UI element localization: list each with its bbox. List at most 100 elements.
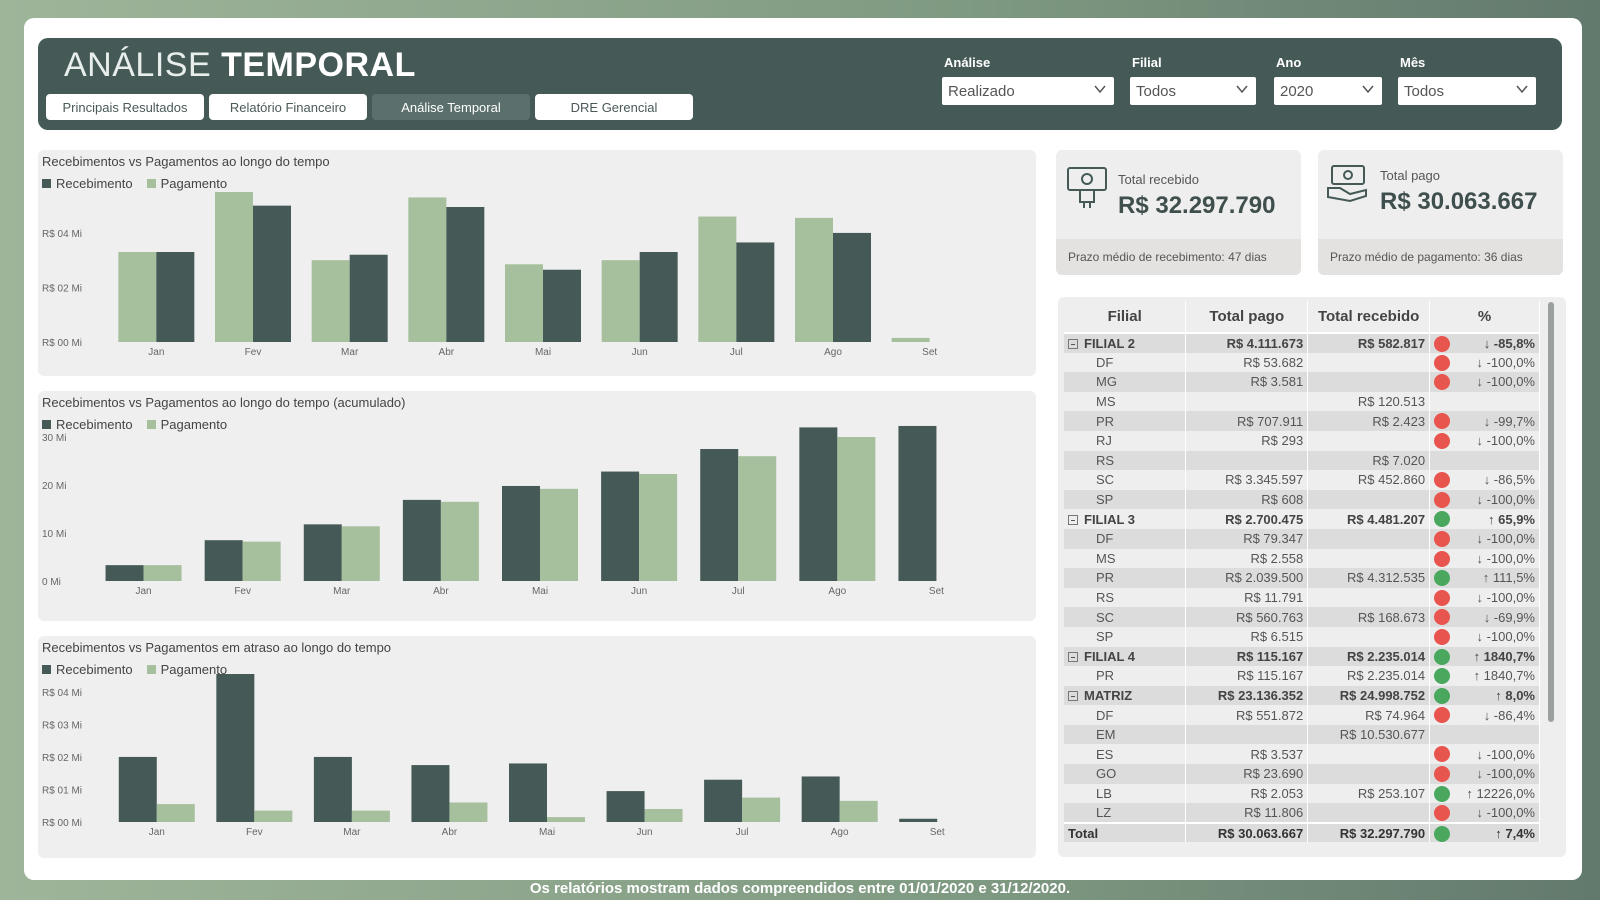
table-row[interactable]: DF R$ 551.872 R$ 74.964 ↓ -86,4% (1064, 705, 1540, 725)
bar-recebimento-jul[interactable] (700, 449, 739, 581)
table-row[interactable]: DF R$ 79.347 ↓ -100,0% (1064, 528, 1540, 549)
bar-pagamento-fev[interactable] (254, 810, 293, 822)
bar-pagamento-mai[interactable] (505, 264, 543, 342)
collapse-icon[interactable] (1068, 338, 1078, 349)
bar-recebimento-abr[interactable] (446, 207, 485, 342)
bar-recebimento-fev[interactable] (253, 205, 291, 342)
table-row[interactable]: SC R$ 3.345.597 R$ 452.860 ↓ -86,5% (1064, 470, 1540, 490)
bar-recebimento-mar[interactable] (303, 524, 342, 581)
tab-dre-gerencial[interactable]: DRE Gerencial (535, 94, 693, 120)
table-row[interactable]: FILIAL 3 R$ 2.700.475 R$ 4.481.207 ↑ 65,9% (1064, 509, 1540, 529)
legend-item-recebimento[interactable]: Recebimento (42, 662, 133, 677)
bar-recebimento-jan[interactable] (105, 565, 144, 581)
bar-recebimento-mai[interactable] (543, 269, 581, 342)
bar-pagamento-jul[interactable] (738, 456, 777, 581)
bar-pagamento-mar[interactable] (351, 810, 390, 822)
bar-recebimento-mar[interactable] (349, 254, 388, 342)
table-row[interactable]: FILIAL 2 R$ 4.111.673 R$ 582.817 ↓ -85,8% (1064, 333, 1540, 353)
table-row[interactable]: RS R$ 11.791 ↓ -100,0% (1064, 587, 1540, 608)
bar-pagamento-abr[interactable] (440, 501, 479, 581)
table-row[interactable]: FILIAL 4 R$ 115.167 R$ 2.235.014 ↑ 1840,7% (1064, 646, 1540, 667)
column-header-total-recebido[interactable]: Total recebido (1307, 301, 1431, 334)
bar-pagamento-jul[interactable] (698, 216, 737, 342)
bar-pagamento-mai[interactable] (540, 488, 578, 581)
bar-pagamento-fev[interactable] (242, 541, 281, 581)
table-row[interactable]: MATRIZ R$ 23.136.352 R$ 24.998.752 ↑ 8,0% (1064, 685, 1540, 706)
bar-recebimento-ago[interactable] (801, 776, 840, 822)
table-row[interactable]: RS R$ 7.020 (1064, 450, 1540, 471)
bar-recebimento-ago[interactable] (799, 427, 838, 581)
table-row[interactable]: LZ R$ 11.806 ↓ -100,0% (1064, 803, 1540, 823)
bar-recebimento-jan[interactable] (118, 756, 157, 822)
column-header-total-pago[interactable]: Total pago (1185, 301, 1309, 334)
table-row[interactable]: SP R$ 6.515 ↓ -100,0% (1064, 626, 1540, 647)
table-row[interactable]: MG R$ 3.581 ↓ -100,0% (1064, 372, 1540, 392)
bar-pagamento-ago[interactable] (837, 437, 876, 581)
bar-recebimento-jan[interactable] (156, 252, 195, 342)
table-row[interactable]: SP R$ 608 ↓ -100,0% (1064, 489, 1540, 510)
bar-recebimento-fev[interactable] (204, 540, 243, 581)
bar-recebimento-jun[interactable] (606, 791, 645, 822)
bar-recebimento-fev[interactable] (216, 674, 255, 822)
bar-pagamento-jan[interactable] (143, 565, 182, 581)
column-header-filial[interactable]: Filial (1064, 301, 1187, 334)
bar-pagamento-ago[interactable] (795, 217, 833, 342)
bar-pagamento-mar[interactable] (341, 526, 380, 581)
column-header-percent[interactable]: % (1429, 301, 1540, 334)
bar-recebimento-mar[interactable] (313, 756, 352, 822)
bar-pagamento-abr[interactable] (408, 197, 447, 342)
filter-filial-select[interactable]: Todos (1130, 77, 1256, 105)
bar-pagamento-set[interactable] (891, 337, 930, 342)
table-row[interactable]: EM R$ 10.530.677 (1064, 724, 1540, 745)
bar-recebimento-jul[interactable] (736, 242, 775, 342)
tab-relatorio-financeiro[interactable]: Relatório Financeiro (209, 94, 367, 120)
legend-item-pagamento[interactable]: Pagamento (146, 176, 227, 191)
bar-recebimento-jun[interactable] (601, 471, 640, 581)
table-total-row[interactable]: Total R$ 30.063.667 R$ 32.297.790 ↑ 7,4% (1064, 821, 1540, 843)
table-scrollbar[interactable] (1548, 302, 1554, 722)
bar-pagamento-ago[interactable] (839, 800, 878, 822)
table-row[interactable]: SC R$ 560.763 R$ 168.673 ↓ -69,9% (1064, 607, 1540, 627)
bar-pagamento-jun[interactable] (644, 808, 683, 822)
filter-mes-select[interactable]: Todos (1398, 77, 1536, 105)
filter-ano-select[interactable]: 2020 (1274, 77, 1382, 105)
legend-item-recebimento[interactable]: Recebimento (42, 417, 133, 432)
bar-recebimento-jun[interactable] (639, 252, 678, 342)
bar-pagamento-jan[interactable] (118, 252, 157, 342)
table-row[interactable]: GO R$ 23.690 ↓ -100,0% (1064, 764, 1540, 784)
filter-analise-select[interactable]: Realizado (942, 77, 1114, 105)
legend-item-pagamento[interactable]: Pagamento (146, 417, 227, 432)
bar-pagamento-fev[interactable] (215, 192, 253, 342)
legend-item-pagamento[interactable]: Pagamento (146, 662, 227, 677)
table-row[interactable]: MS R$ 120.513 (1064, 391, 1540, 412)
tab-principais-resultados[interactable]: Principais Resultados (46, 94, 204, 120)
collapse-icon[interactable] (1068, 651, 1078, 662)
bar-recebimento-jul[interactable] (704, 779, 743, 822)
bar-recebimento-mai[interactable] (509, 763, 547, 822)
table-row[interactable]: ES R$ 3.537 ↓ -100,0% (1064, 744, 1540, 765)
table-row[interactable]: DF R$ 53.682 ↓ -100,0% (1064, 352, 1540, 373)
bar-recebimento-abr[interactable] (411, 765, 450, 822)
collapse-icon[interactable] (1068, 514, 1078, 525)
bar-pagamento-mar[interactable] (311, 260, 350, 342)
legend-item-recebimento[interactable]: Recebimento (42, 176, 133, 191)
table-row[interactable]: PR R$ 707.911 R$ 2.423 ↓ -99,7% (1064, 411, 1540, 431)
bar-recebimento-abr[interactable] (402, 499, 441, 581)
bar-pagamento-jun[interactable] (639, 473, 678, 581)
table-row[interactable]: PR R$ 2.039.500 R$ 4.312.535 ↑ 111,5% (1064, 568, 1540, 588)
table-row[interactable]: PR R$ 115.167 R$ 2.235.014 ↑ 1840,7% (1064, 666, 1540, 686)
bar-recebimento-ago[interactable] (833, 232, 871, 342)
table-row[interactable]: MS R$ 2.558 ↓ -100,0% (1064, 548, 1540, 569)
bar-pagamento-jul[interactable] (742, 797, 781, 822)
bar-recebimento-set[interactable] (898, 425, 937, 581)
bar-pagamento-abr[interactable] (449, 802, 488, 822)
collapse-icon[interactable] (1068, 690, 1078, 701)
table-row[interactable]: RJ R$ 293 ↓ -100,0% (1064, 430, 1540, 451)
bar-pagamento-jun[interactable] (601, 260, 640, 342)
table-row[interactable]: LB R$ 2.053 R$ 253.107 ↑ 12226,0% (1064, 783, 1540, 804)
bar-pagamento-jan[interactable] (156, 804, 195, 822)
bar-recebimento-set[interactable] (899, 818, 938, 822)
tab-analise-temporal[interactable]: Análise Temporal (372, 94, 530, 120)
bar-recebimento-mai[interactable] (502, 485, 540, 581)
bar-pagamento-mai[interactable] (547, 817, 585, 822)
